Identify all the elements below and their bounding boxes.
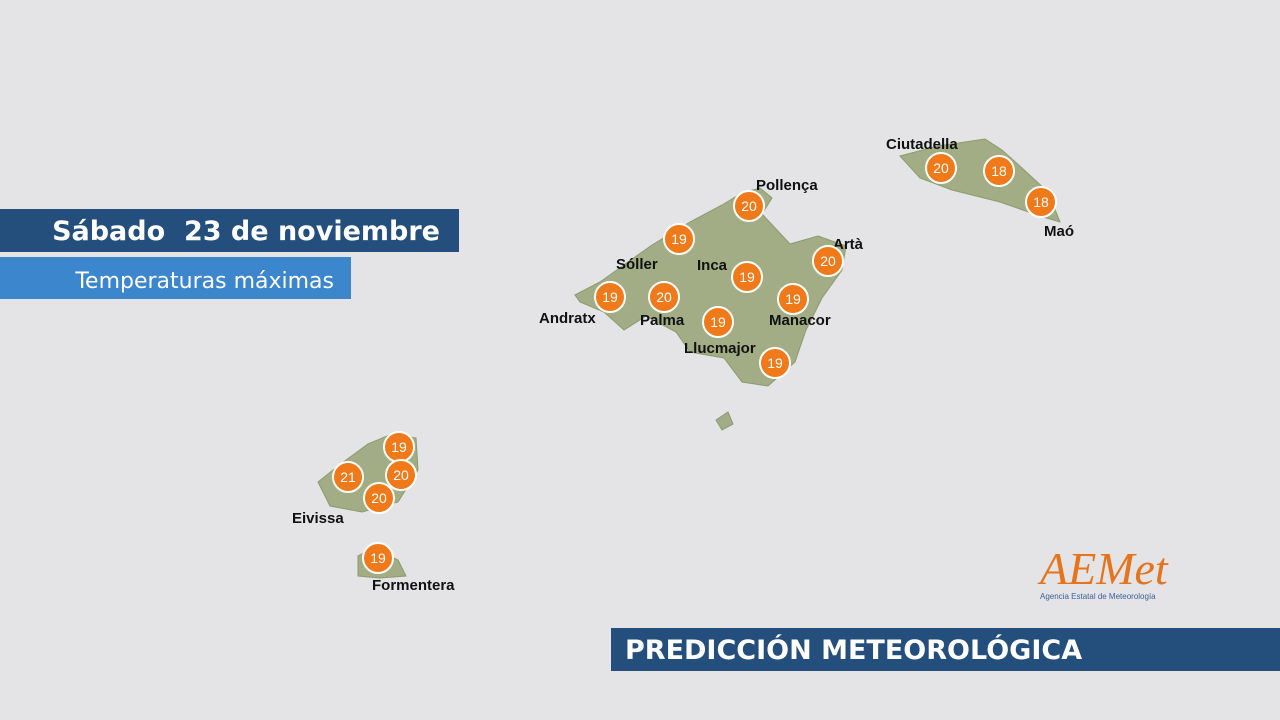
place-label: Sóller [616,256,658,273]
temperature-value: 20 [371,490,387,506]
logo-name: AEMet [1037,543,1169,594]
temperature-dot [1025,186,1057,218]
temperature-value: 21 [340,469,356,485]
place-label: Llucmajor [684,340,756,357]
subtitle: Temperaturas máximas [74,269,334,294]
place-label: Formentera [372,577,455,594]
islands [317,138,1061,579]
place-label: Artà [833,236,864,253]
temperature-value: 19 [767,355,783,371]
logo: AEMet Agencia Estatal de Meteorología [1037,543,1169,601]
temperature-dot [925,152,957,184]
place-label: Inca [697,257,728,274]
temperature-dot [663,223,695,255]
temperature-dot [362,542,394,574]
temperature-dot [648,281,680,313]
temperature-dot [594,281,626,313]
logo-subtitle: Agencia Estatal de Meteorología [1040,592,1156,601]
temperature-markers: 20 18 18 20 19 20 19 20 19 19 19 19 19 21 20 20 19 [332,152,1057,574]
place-label: Pollença [756,177,818,194]
cabrera [715,411,734,431]
temperature-value: 20 [741,198,757,214]
title-band [0,209,459,252]
place-label: Andratx [539,310,596,327]
temperature-value: 19 [391,439,407,455]
temperature-value: 19 [710,314,726,330]
temperature-dot [733,190,765,222]
place-label: Ciutadella [886,136,958,153]
place-label: Palma [640,312,685,329]
temperature-dot [983,155,1015,187]
temperature-value: 20 [656,289,672,305]
temperature-value: 19 [602,289,618,305]
temperature-dot [363,482,395,514]
footer: PREDICCIÓN METEOROLÓGICA [625,634,1082,666]
temperature-dot [332,461,364,493]
place-label: Eivissa [292,510,344,527]
temperature-value: 19 [370,550,386,566]
place-label: Manacor [769,312,831,329]
temperature-value: 19 [739,269,755,285]
place-labels: Ciutadella Pollença Artà Maó Sóller Inca Andra… [292,136,1074,594]
temperature-dot [812,245,844,277]
temperature-value: 18 [1033,194,1049,210]
temperature-value: 20 [393,467,409,483]
temperature-dot [702,306,734,338]
temperature-value: 20 [933,160,949,176]
temperature-value: 19 [671,231,687,247]
temperature-dot [385,459,417,491]
temperature-dot [759,347,791,379]
temperature-value: 20 [820,253,836,269]
subtitle-band [0,257,351,299]
temperature-dot [731,261,763,293]
temperature-value: 19 [785,291,801,307]
temperature-dot [777,283,809,315]
place-label: Maó [1044,223,1074,240]
mallorca [574,187,847,387]
footer-band [611,628,1280,671]
title: Sábado 23 de noviembre [52,216,440,247]
temperature-value: 18 [991,163,1007,179]
